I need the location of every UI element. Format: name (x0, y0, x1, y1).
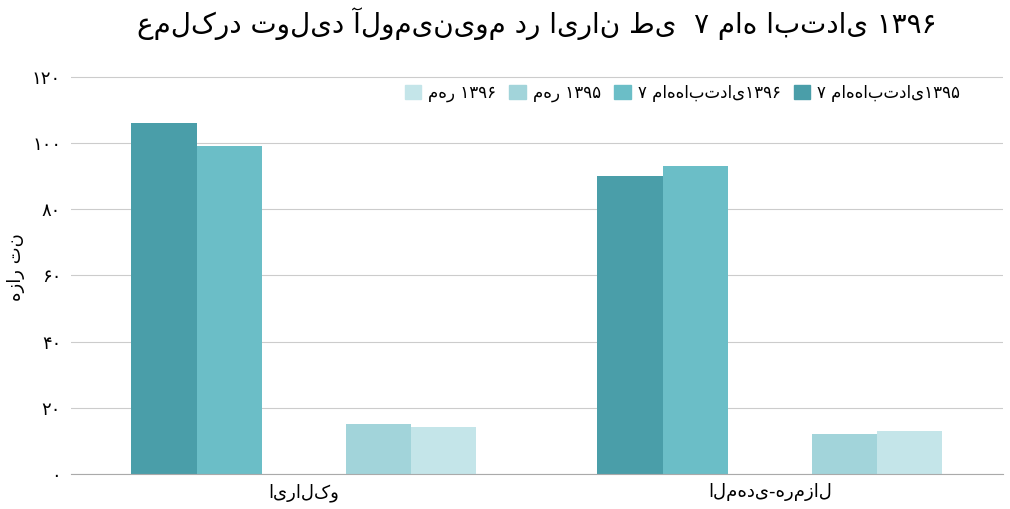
Y-axis label: هزار تن: هزار تن (7, 233, 25, 301)
Bar (878, 431, 942, 474)
Bar (345, 424, 411, 474)
Legend: مهر ۱۳۹۶, مهر ۱۳۹۵, ۷ ماههابتدای۱۳۹۶, ۷ ماههابتدای۱۳۹۵: مهر ۱۳۹۶, مهر ۱۳۹۵, ۷ ماههابتدای۱۳۹۶, ۷ … (398, 77, 967, 109)
Bar (197, 147, 262, 474)
Bar (812, 434, 878, 474)
Title: عملکرد تولید آلومینیوم در ایران طی  ۷ ماه ابتدای ۱۳۹۶: عملکرد تولید آلومینیوم در ایران طی ۷ ماه… (137, 7, 936, 40)
Bar (598, 176, 663, 474)
Bar (411, 428, 477, 474)
Bar (131, 123, 197, 474)
Bar (663, 166, 728, 474)
